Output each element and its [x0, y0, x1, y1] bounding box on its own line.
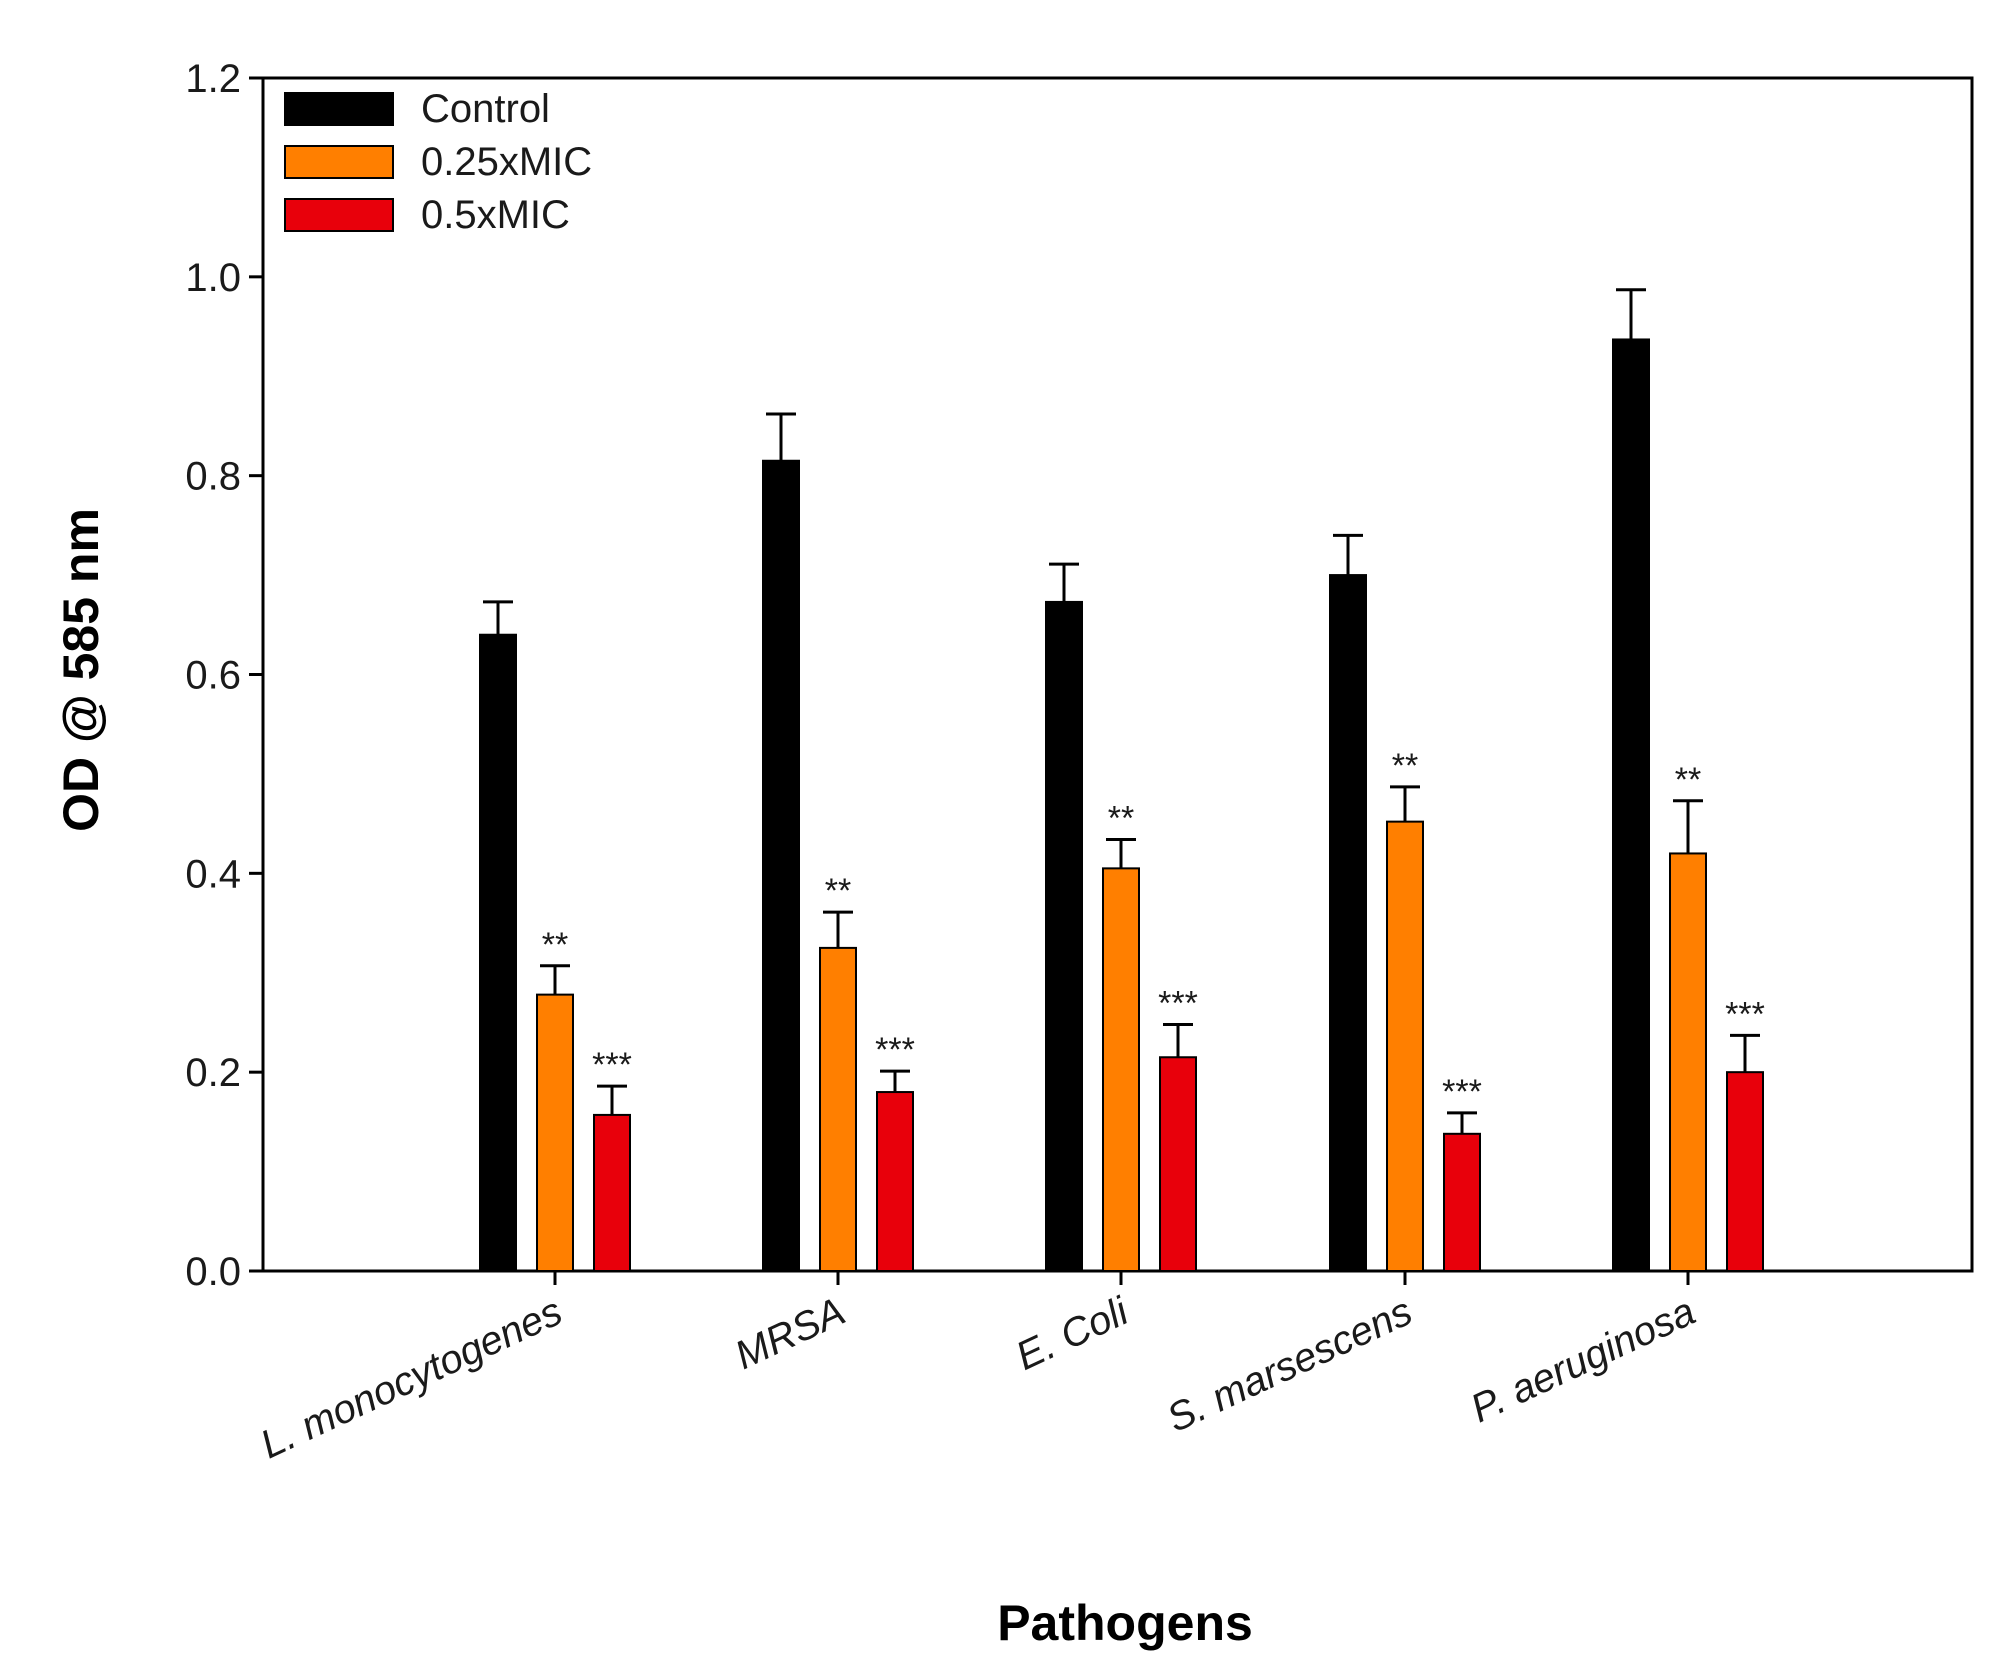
bar: [479, 633, 517, 1272]
significance-label: **: [1108, 800, 1134, 838]
legend-swatch: [284, 198, 394, 232]
bar: [1159, 1056, 1197, 1272]
bar: [1329, 574, 1367, 1272]
legend-label: 0.25xMIC: [421, 140, 592, 184]
legend-swatch: [284, 92, 394, 126]
significance-label: ***: [1725, 995, 1765, 1033]
bar: [1612, 338, 1650, 1272]
x-axis-title: Pathogens: [997, 1595, 1253, 1651]
significance-label: ***: [1158, 984, 1198, 1022]
y-axis: 0.0 0.2 0.4 0.6 0.8 1.0 1.2: [185, 57, 263, 1294]
y-tick-label: 0.4: [185, 852, 241, 896]
significance-label: ***: [1442, 1073, 1482, 1111]
significance-label: **: [825, 872, 851, 910]
significance-label: ***: [592, 1046, 632, 1084]
bar: [1726, 1071, 1764, 1272]
bars: *************************: [479, 288, 1765, 1273]
legend-label: 0.5xMIC: [421, 193, 570, 237]
y-axis-title: OD @ 585 nm: [53, 508, 109, 832]
legend-label: Control: [421, 87, 550, 131]
bar: [762, 459, 800, 1273]
bar: [819, 946, 857, 1272]
significance-label: **: [1675, 761, 1701, 799]
bar: [1386, 820, 1424, 1272]
legend-swatch: [284, 145, 394, 179]
bar: [876, 1091, 914, 1273]
bar: [1669, 852, 1707, 1272]
significance-label: **: [542, 926, 568, 964]
y-tick-label: 1.2: [185, 57, 241, 101]
y-tick-label: 0.2: [185, 1051, 241, 1095]
bar: [536, 993, 574, 1272]
y-tick-label: 0.6: [185, 654, 241, 698]
bar: [1102, 867, 1140, 1272]
bar: [1443, 1132, 1481, 1273]
bar: [1045, 600, 1083, 1272]
bar: [593, 1113, 631, 1273]
y-tick-label: 1.0: [185, 256, 241, 300]
y-tick-label: 0.8: [185, 455, 241, 499]
significance-label: **: [1392, 747, 1418, 785]
y-tick-label: 0.0: [185, 1250, 241, 1294]
significance-label: ***: [875, 1031, 915, 1069]
legend: Control 0.25xMIC 0.5xMIC: [284, 87, 592, 237]
